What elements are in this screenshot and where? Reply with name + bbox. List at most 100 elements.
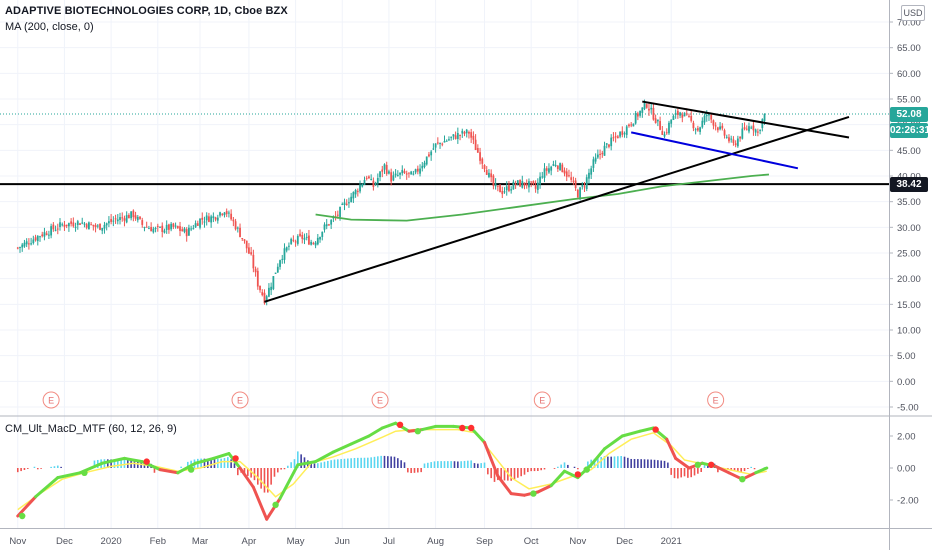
price-axis-label: 15.00 (897, 300, 921, 311)
indicator-legend[interactable]: CM_Ult_MacD_MTF (60, 12, 26, 9) (5, 423, 177, 435)
candle-body (694, 129, 697, 131)
candle-body (325, 224, 328, 227)
histogram-bar (640, 459, 642, 468)
histogram-bar (673, 468, 676, 479)
candle-body (545, 168, 548, 171)
histogram-bar (397, 458, 399, 468)
candle-body (94, 225, 97, 228)
currency-badge[interactable]: USD (901, 5, 925, 21)
histogram-bar (430, 462, 432, 468)
candle-body (139, 216, 141, 219)
candle-body (374, 182, 377, 185)
candle-body (576, 189, 579, 198)
time-axis-label: Jul (383, 536, 395, 547)
histogram-bar (363, 457, 366, 468)
candle-body (432, 148, 435, 150)
candle-body (376, 177, 379, 184)
histogram-bar (323, 461, 326, 468)
candle-body (259, 285, 261, 291)
candle-body (170, 223, 173, 230)
candle-body (54, 229, 57, 231)
candle-body (508, 185, 510, 191)
histogram-bar (393, 456, 396, 468)
time-axis-label: Nov (569, 536, 586, 547)
candle-body (188, 227, 190, 236)
histogram-bar (527, 468, 529, 473)
candle-body (736, 138, 739, 147)
earnings-marker-circle (533, 391, 551, 409)
candle-body (101, 227, 104, 231)
histogram-bar (447, 461, 449, 468)
candle-body (79, 223, 81, 225)
histogram-bar (483, 462, 486, 468)
macd-segment (349, 434, 371, 446)
histogram-bar (243, 468, 246, 475)
candle-body (550, 166, 553, 171)
candle-body (412, 173, 415, 175)
candle-body (452, 134, 455, 137)
candle-body (88, 222, 90, 230)
candle-body (305, 236, 308, 238)
histogram-bar (630, 458, 632, 468)
time-axis-label: Feb (150, 536, 166, 547)
candle-body (239, 227, 241, 238)
candle-body (543, 168, 546, 178)
candle-body (396, 174, 399, 176)
ma-legend[interactable]: MA (200, close, 0) (5, 21, 94, 33)
candle-body (436, 142, 439, 144)
candle-body (365, 177, 368, 179)
candle-body (592, 159, 595, 168)
candle-body (241, 238, 244, 240)
histogram-bar (413, 468, 416, 473)
histogram-bar (617, 456, 619, 468)
histogram-bar (290, 462, 292, 468)
histogram-bar (457, 461, 459, 468)
candle-body (483, 165, 486, 170)
trendline-1 (264, 116, 850, 303)
symbol-title[interactable]: ADAPTIVE BIOTECHNOLOGIES CORP, 1D, Cboe … (5, 5, 288, 17)
price-axis-label: 65.00 (897, 43, 921, 54)
candle-body (690, 115, 693, 121)
macd-segment (509, 492, 527, 497)
candle-body (405, 173, 408, 175)
candle-body (499, 184, 501, 193)
candle-body (514, 184, 517, 186)
candle-body (343, 202, 346, 205)
macd-cross-dot (583, 466, 590, 473)
candle-body (630, 124, 633, 126)
candle-body (461, 130, 464, 134)
candle-body (190, 228, 193, 230)
candle-body (70, 221, 73, 224)
candle-body (403, 171, 406, 173)
histogram-bar (93, 460, 96, 468)
candle-body (65, 224, 68, 227)
candle-body (568, 175, 570, 177)
candle-body (656, 119, 659, 122)
candle-body (110, 219, 113, 222)
histogram-bar (370, 457, 372, 468)
histogram-bar (350, 458, 352, 468)
candle-body (470, 132, 473, 138)
candle-body (710, 114, 713, 120)
hline-price-tag: 38.42 (890, 177, 928, 193)
histogram-bar (680, 468, 682, 478)
candle-body (703, 115, 706, 123)
candle-body (281, 258, 284, 260)
candle-body (385, 165, 388, 174)
candle-body (212, 216, 215, 219)
candle-body (261, 292, 264, 296)
earnings-marker-label: E (48, 396, 54, 406)
candle-body (372, 180, 375, 187)
candle-body (434, 143, 437, 148)
histogram-bar (277, 468, 279, 473)
candle-body (52, 224, 55, 230)
candle-body (194, 223, 197, 228)
earnings-marker-label: E (377, 396, 383, 406)
histogram-bar (520, 468, 522, 477)
histogram-bar (203, 458, 206, 468)
macd-cross-dot (574, 471, 582, 478)
candle-body (745, 128, 748, 130)
candle-body (465, 129, 468, 134)
macd-histogram (16, 451, 766, 493)
